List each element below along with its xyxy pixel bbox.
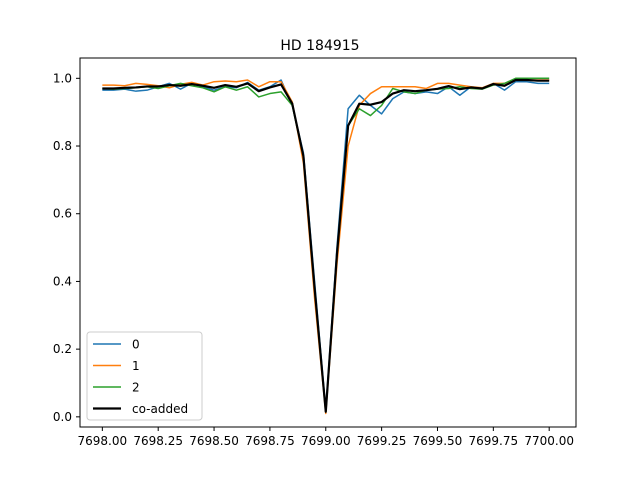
series-line-3 [102, 78, 550, 413]
series-layer [102, 77, 550, 415]
y-tick-label: 0.2 [53, 342, 72, 356]
legend-box [86, 331, 203, 421]
x-tick-label: 7698.00 [78, 434, 128, 448]
x-tick-label: 7698.50 [189, 434, 239, 448]
x-tick-label: 7699.75 [469, 434, 519, 448]
x-tick-label: 7699.50 [413, 434, 463, 448]
legend-label: 1 [132, 359, 140, 373]
x-tick-label: 7698.25 [133, 434, 183, 448]
x-tick-label: 7700.00 [524, 434, 574, 448]
y-tick-label: 1.0 [53, 71, 72, 85]
x-tick-label: 7699.25 [357, 434, 407, 448]
y-tick-label: 0.8 [53, 139, 72, 153]
x-tick-label: 7699.00 [301, 434, 351, 448]
chart-title: HD 184915 [280, 38, 359, 54]
legend-label: 0 [132, 338, 140, 352]
y-tick-label: 0.4 [53, 274, 72, 288]
legend-label: co-added [132, 402, 188, 416]
legend-label: 2 [132, 381, 140, 395]
y-tick-label: 0.6 [53, 207, 72, 221]
x-axis-ticks: 7698.00 7698.25 7698.50 7698.75 7699.00 7699.… [78, 427, 574, 448]
y-tick-label: 0.0 [53, 410, 72, 424]
legend: 0 1 2 co-added [86, 331, 203, 421]
y-axis-ticks: 0.0 0.2 0.4 0.6 0.8 1.0 [53, 71, 80, 424]
axes-frame [79, 57, 577, 428]
x-tick-label: 7698.75 [245, 434, 295, 448]
